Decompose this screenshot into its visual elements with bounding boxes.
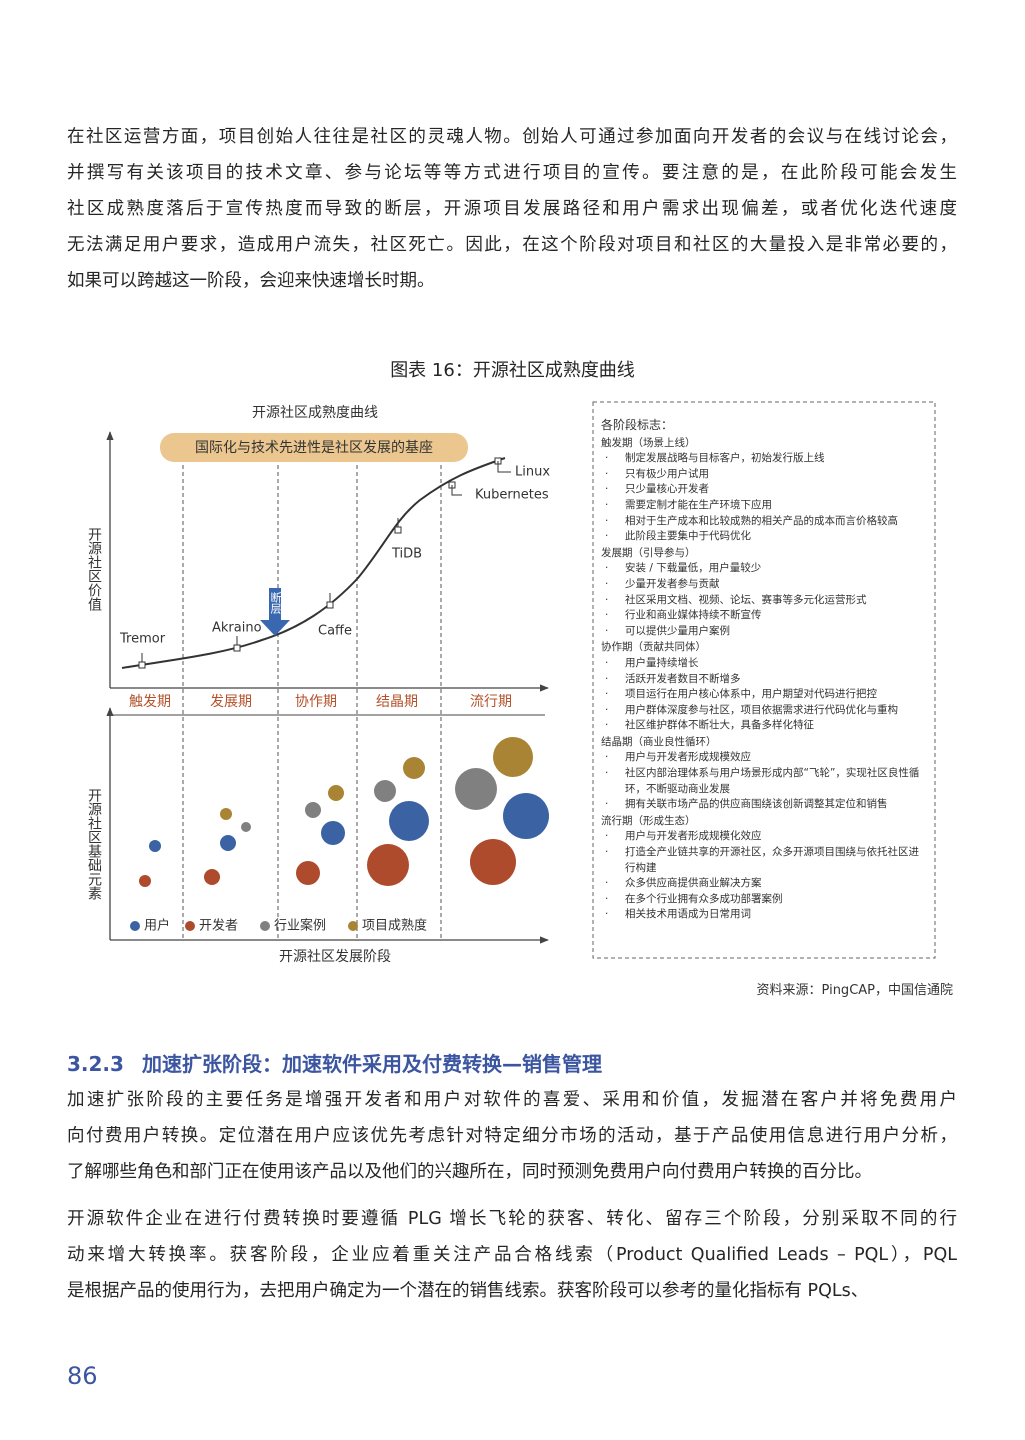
text-line: 加速扩张阶段的主要任务是增强开发者和用户对软件的喜爱、采用和价值，发掘潜在客户并… — [67, 1090, 957, 1110]
phase-item: 此阶段主要集中于代码优化 — [601, 529, 927, 545]
project-point — [394, 526, 402, 534]
project-label: Tremor — [119, 632, 166, 647]
project-label: Kubernetes — [475, 488, 549, 503]
text-line: 开源软件企业在进行付费转换时要遵循 PLG 增长飞轮的获客、转化、留存三个阶段，… — [67, 1209, 957, 1229]
project-point — [326, 601, 334, 609]
gap-arrow — [260, 588, 290, 636]
stage-label: 触发期 — [129, 694, 171, 710]
legend-label: 行业案例 — [274, 919, 326, 934]
section-number: 3.2.3 — [67, 1052, 124, 1076]
phase-item: 社区采用文档、视频、论坛、赛事等多元化运营形式 — [601, 593, 927, 609]
text-line: 动来增大转换率。获客阶段，企业应着重关注产品合格线索（Product Quali… — [67, 1245, 957, 1265]
legend-swatch — [130, 921, 140, 931]
phase-item: 相关技术用语成为日常用词 — [601, 907, 927, 923]
phase-item: 只少量核心开发者 — [601, 482, 927, 498]
project-label: TiDB — [391, 547, 422, 562]
phase-item: 拥有关联市场产品的供应商围绕该创新调整其定位和销售 — [601, 797, 927, 813]
legend-label: 开发者 — [199, 918, 238, 934]
leader — [451, 485, 462, 496]
banner — [160, 433, 468, 462]
phase-item: 活跃开发者数目不断增多 — [601, 672, 927, 688]
legend-swatch — [260, 921, 270, 931]
phase-item: 用户与开发者形成规模效应 — [601, 750, 927, 766]
legend-swatch — [348, 921, 358, 931]
text-line: 如果可以跨越这一阶段，会迎来快速增长时期。 — [67, 271, 435, 291]
y-label-bottom: 开源社区基础元素 — [86, 788, 102, 900]
phase-title: 结晶期（商业良性循环） — [601, 735, 717, 748]
stage-label: 发展期 — [210, 694, 252, 710]
phase-item: 打造全产业链共享的开源社区，众多开源项目围绕与依托社区进行构建 — [601, 845, 927, 876]
phase-item: 用户量持续增长 — [601, 656, 927, 672]
gap-label: 断层 — [269, 591, 282, 615]
phase-item: 相对于生产成本和比较成熟的相关产品的成本而言价格较高 — [601, 514, 927, 530]
leader — [497, 461, 511, 473]
project-point — [233, 644, 241, 652]
phase-item: 安装 / 下载量低，用户量较少 — [601, 561, 927, 577]
stage-dividers — [182, 465, 442, 938]
page-number: 86 — [67, 1362, 98, 1390]
phase-title: 触发期（场景上线） — [601, 436, 696, 449]
text-line: 向付费用户转换。定位潜在用户应该优先考虑针对特定细分市场的活动，基于产品使用信息… — [67, 1126, 957, 1146]
text-line: 是根据产品的使用行为，去把用户确定为一个潜在的销售线索。获客阶段可以参考的量化指… — [67, 1281, 869, 1301]
text-line: 了解哪些角色和部门正在使用该产品以及他们的兴趣所在，同时预测免费用户向付费用户转… — [67, 1162, 872, 1182]
phase-item: 众多供应商提供商业解决方案 — [601, 876, 927, 892]
section-paragraph: 开源软件企业在进行付费转换时要遵循 PLG 增长飞轮的获客、转化、留存三个阶段，… — [67, 1201, 957, 1309]
phase-item: 行业和商业媒体持续不断宣传 — [601, 608, 927, 624]
stage-label: 流行期 — [470, 694, 512, 710]
phase-title: 协作期（贡献共同体） — [601, 641, 706, 654]
x-label: 开源社区发展阶段 — [279, 949, 391, 965]
section-title: 加速扩张阶段：加速软件采用及付费转换—销售管理 — [141, 1052, 602, 1076]
intro-paragraph: 在社区运营方面，项目创始人往往是社区的灵魂人物。创始人可通过参加面向开发者的会议… — [67, 119, 957, 299]
section-paragraph: 加速扩张阶段的主要任务是增强开发者和用户对软件的喜爱、采用和价值，发掘潜在客户并… — [67, 1082, 957, 1190]
stage-label: 结晶期 — [376, 694, 418, 710]
markers-box — [592, 401, 936, 959]
stage-markers: 各阶段标志： 触发期（场景上线） 制定发展战略与目标客户，初始发行版上线只有极少用… — [601, 418, 927, 923]
figure-diagram: 开源社区成熟度曲线 国际化与技术先进性是社区发展的基座 触发期 发展期 协作期 结晶期… — [86, 401, 936, 965]
phase-item: 只有极少用户试用 — [601, 467, 927, 483]
project-label: Akraino — [212, 621, 262, 636]
phase-item: 可以提供少量用户案例 — [601, 624, 927, 640]
bubbles — [139, 737, 549, 887]
legend-swatch — [185, 921, 195, 931]
phase-item: 用户群体深度参与社区，项目依据需求进行代码优化与重构 — [601, 703, 927, 719]
banner-text: 国际化与技术先进性是社区发展的基座 — [195, 439, 433, 456]
figure-caption: 图表 16：开源社区成熟度曲线 — [390, 360, 635, 381]
phase-item: 用户与开发者形成规模化效应 — [601, 829, 927, 845]
phase-item: 社区维护群体不断壮大，具备多样化特征 — [601, 718, 927, 734]
project-label: Linux — [515, 465, 550, 480]
text-line: 在社区运营方面，项目创始人往往是社区的灵魂人物。创始人可通过参加面向开发者的会议… — [67, 127, 957, 147]
phase-title: 流行期（形成生态） — [601, 814, 696, 827]
project-label: Caffe — [318, 624, 352, 639]
diagram-title: 开源社区成熟度曲线 — [252, 405, 378, 421]
phase-title: 发展期（引导参与） — [601, 546, 696, 559]
phase-item: 需要定制才能在生产环境下应用 — [601, 498, 927, 514]
legend-label: 用户 — [144, 918, 170, 934]
markers-heading: 各阶段标志： — [601, 418, 674, 432]
phase-item: 少量开发者参与贡献 — [601, 577, 927, 593]
phase-item: 在多个行业拥有众多成功部署案例 — [601, 892, 927, 908]
text-line: 无法满足用户要求，造成用户流失，社区死亡。因此，在这个阶段对项目和社区的大量投入… — [67, 235, 957, 255]
y-label-top: 开源社区价值 — [86, 527, 102, 611]
source: 资料来源：PingCAP，中国信通院 — [756, 983, 953, 998]
text-line: 社区成熟度落后于宣传热度而导致的断层，开源项目发展路径和用户需求出现偏差，或者优… — [67, 199, 957, 219]
phase-item: 项目运行在用户核心体系中，用户期望对代码进行把控 — [601, 687, 927, 703]
project-point — [138, 661, 146, 669]
maturity-curve — [121, 457, 506, 669]
phase-item: 社区内部治理体系与用户场景形成内部“飞轮”，实现社区良性循环，不断驱动商业发展 — [601, 766, 927, 797]
section-heading: 3.2.3 加速扩张阶段：加速软件采用及付费转换—销售管理 — [67, 1048, 602, 1077]
legend-label: 项目成熟度 — [362, 918, 427, 934]
stage-label: 协作期 — [295, 694, 337, 710]
text-line: 并撰写有关该项目的技术文章、参与论坛等等方式进行项目的宣传。要注意的是，在此阶段… — [67, 163, 957, 183]
phase-item: 制定发展战略与目标客户，初始发行版上线 — [601, 451, 927, 467]
